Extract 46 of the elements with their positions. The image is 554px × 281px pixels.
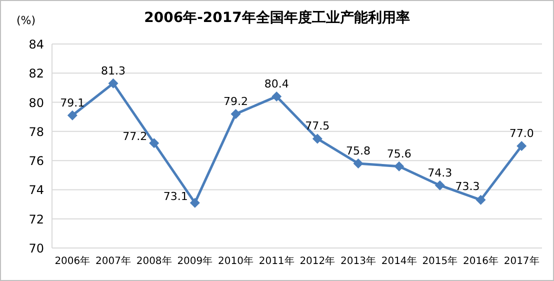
x-tick-label: 2013年 bbox=[340, 255, 376, 267]
x-tick-label: 2015年 bbox=[422, 255, 458, 267]
x-tick-label: 2010年 bbox=[218, 255, 254, 267]
point bbox=[516, 141, 527, 151]
data-label: 79.1 bbox=[60, 96, 85, 110]
x-tick-label: 2014年 bbox=[381, 255, 417, 267]
data-label: 80.4 bbox=[264, 77, 289, 90]
y-tick-label: 80 bbox=[28, 96, 44, 110]
data-label: 77.2 bbox=[122, 130, 148, 144]
data-label: 75.6 bbox=[386, 147, 412, 160]
x-tick-label: 2007年 bbox=[96, 255, 131, 267]
data-label: 77.5 bbox=[305, 120, 330, 133]
data-label: 73.1 bbox=[163, 190, 188, 203]
y-tick-label: 82 bbox=[28, 66, 44, 81]
x-tick-label: 2008年 bbox=[136, 255, 172, 267]
point bbox=[230, 108, 241, 119]
y-tick-label: 84 bbox=[28, 38, 44, 52]
point bbox=[149, 138, 160, 148]
data-label: 73.3 bbox=[455, 180, 480, 193]
point bbox=[67, 110, 78, 120]
x-tick-label: 2011年 bbox=[258, 255, 294, 267]
x-tick-label: 2012年 bbox=[300, 255, 336, 267]
point bbox=[190, 198, 200, 208]
x-tick-label: 2009年 bbox=[177, 255, 213, 267]
y-tick-label: 72 bbox=[28, 212, 44, 226]
data-label: 74.3 bbox=[428, 166, 452, 180]
point bbox=[394, 161, 404, 172]
point bbox=[434, 180, 445, 190]
y-axis-title: (%) bbox=[16, 14, 36, 27]
point bbox=[476, 194, 486, 205]
data-label: 75.8 bbox=[346, 144, 370, 158]
x-tick-label: 2016年 bbox=[463, 255, 498, 267]
y-tick-label: 78 bbox=[28, 124, 44, 139]
y-tick-label: 70 bbox=[28, 242, 44, 256]
data-label: 81.3 bbox=[101, 64, 126, 78]
data-label: 77.0 bbox=[509, 127, 534, 140]
y-tick-label: 74 bbox=[28, 183, 44, 198]
chart-title: 2006年-2017年全国年度工业产能利用率 bbox=[144, 9, 410, 26]
x-tick-label: 2006年 bbox=[54, 255, 90, 267]
x-tick-label: 2017年 bbox=[504, 255, 540, 267]
point bbox=[108, 78, 118, 88]
point bbox=[353, 158, 364, 168]
data-label: 79.2 bbox=[224, 94, 248, 108]
point bbox=[312, 134, 322, 144]
point bbox=[272, 91, 282, 102]
y-tick-label: 76 bbox=[28, 154, 44, 168]
